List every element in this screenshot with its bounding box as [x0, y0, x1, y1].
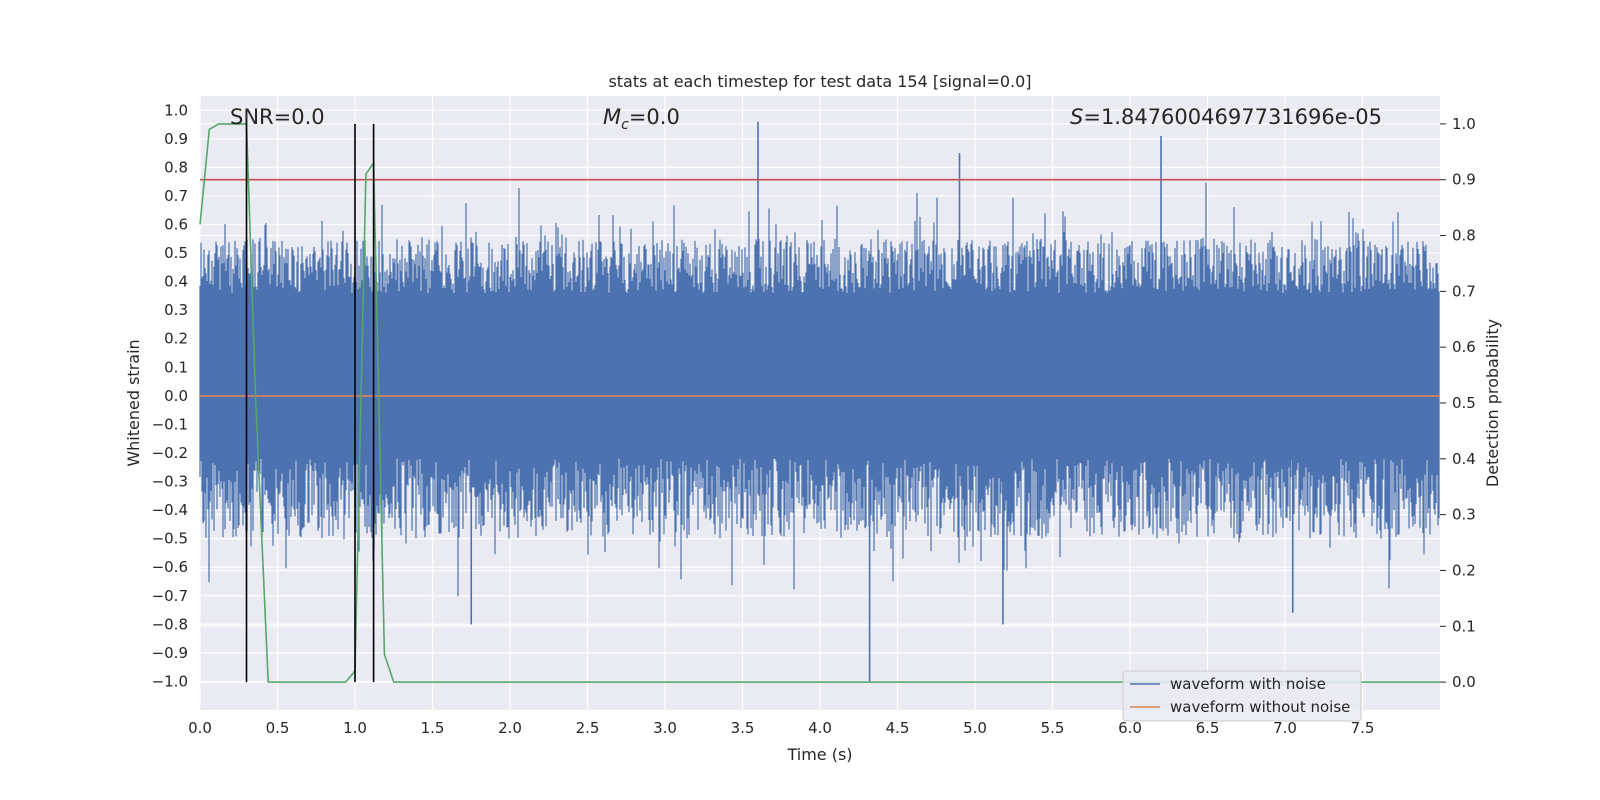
y2-tick-label: 1.0 [1452, 115, 1476, 133]
snr-annotation: SNR=0.0 [230, 105, 325, 129]
y-tick-label: 0.1 [164, 358, 188, 376]
y-axis-left: 1.0 0.9 0.8 0.7 0.6 0.5 0.4 0.3 0.2 0.1 0.0 −0.1 −0.… [152, 101, 188, 690]
y-tick-label: −0.2 [152, 444, 188, 462]
y-tick-label: 0.6 [164, 216, 188, 234]
chart-title: stats at each timestep for test data 154… [608, 72, 1031, 91]
y2-tick-label: 0.0 [1452, 673, 1476, 691]
y-tick-label: 0.3 [164, 301, 188, 319]
s-value: =1.8476004697731696e-05 [1083, 105, 1382, 129]
y-tick-label: −0.9 [152, 644, 188, 662]
y-tick-label: 0.5 [164, 244, 188, 262]
x-tick-label: 0.5 [266, 719, 290, 737]
noise-series [199, 121, 1440, 682]
mc-symbol: M [603, 105, 621, 129]
y2-tick-label: 0.8 [1452, 227, 1476, 245]
chirp-mass-annotation: Mc=0.0 [603, 105, 680, 133]
x-tick-label: 1.0 [343, 719, 367, 737]
y2-tick-label: 0.2 [1452, 561, 1476, 579]
x-tick-label: 4.5 [886, 719, 910, 737]
y-tick-label: −0.1 [152, 415, 188, 433]
mc-value: =0.0 [629, 105, 680, 129]
y2-tick-label: 0.6 [1452, 338, 1476, 356]
s-symbol: S [1070, 105, 1083, 129]
plot-area [199, 96, 1440, 710]
y2-tick-label: 0.9 [1452, 171, 1476, 189]
y2-tick-label: 0.7 [1452, 282, 1476, 300]
x-tick-label: 1.5 [421, 719, 445, 737]
x-tick-label: 5.5 [1041, 719, 1065, 737]
legend-label-clean: waveform without noise [1170, 698, 1350, 716]
y2-tick-label: 0.4 [1452, 450, 1476, 468]
y2-tick-label: 0.5 [1452, 394, 1476, 412]
lines [199, 123, 1440, 683]
y-tick-label: 0.8 [164, 158, 188, 176]
y-tick-label: −0.4 [152, 501, 188, 519]
mc-subscript: c [621, 117, 629, 133]
x-tick-label: 2.5 [576, 719, 600, 737]
y-tick-label: −1.0 [152, 672, 188, 690]
x-tick-label: 6.5 [1196, 719, 1220, 737]
y-tick-label: −0.5 [152, 530, 188, 548]
x-tick-label: 7.0 [1273, 719, 1297, 737]
x-tick-label: 4.0 [808, 719, 832, 737]
x-tick-label: 0.0 [188, 719, 212, 737]
y-tick-label: 0.2 [164, 330, 188, 348]
legend: waveform with noise waveform without noi… [1122, 670, 1362, 722]
s-annotation: S=1.8476004697731696e-05 [1070, 105, 1382, 129]
x-axis-label: Time (s) [786, 745, 852, 764]
y-tick-label: −0.3 [152, 473, 188, 491]
y-tick-label: −0.8 [152, 615, 188, 633]
y-axis-label: Whitened strain [124, 339, 143, 466]
noise-waveform [199, 182, 1440, 597]
y-tick-label: 0.0 [164, 387, 188, 405]
detection-probability-line [199, 123, 1440, 683]
y-axis-right: 1.0 0.9 0.8 0.7 0.6 0.5 0.4 0.3 0.2 0.1 0.0 [1440, 115, 1476, 691]
x-axis: 0.0 0.5 1.0 1.5 2.0 2.5 3.0 3.5 4.0 4.5 5.0 5.5 6.0 6… [188, 719, 1374, 737]
legend-label-noise: waveform with noise [1170, 675, 1326, 693]
y2-axis-label: Detection probability [1483, 319, 1502, 487]
x-tick-label: 5.0 [963, 719, 987, 737]
y-tick-label: 0.9 [164, 130, 188, 148]
y-tick-label: −0.7 [152, 587, 188, 605]
y-tick-label: 0.4 [164, 273, 188, 291]
y-tick-label: −0.6 [152, 558, 188, 576]
x-tick-label: 3.5 [731, 719, 755, 737]
y-tick-label: 0.7 [164, 187, 188, 205]
y2-tick-label: 0.3 [1452, 506, 1476, 524]
x-tick-label: 6.0 [1118, 719, 1142, 737]
x-tick-label: 3.0 [653, 719, 677, 737]
x-tick-label: 2.0 [498, 719, 522, 737]
legend-box [1122, 670, 1362, 722]
y-tick-label: 1.0 [164, 101, 188, 119]
x-tick-label: 7.5 [1351, 719, 1375, 737]
y2-tick-label: 0.1 [1452, 617, 1476, 635]
